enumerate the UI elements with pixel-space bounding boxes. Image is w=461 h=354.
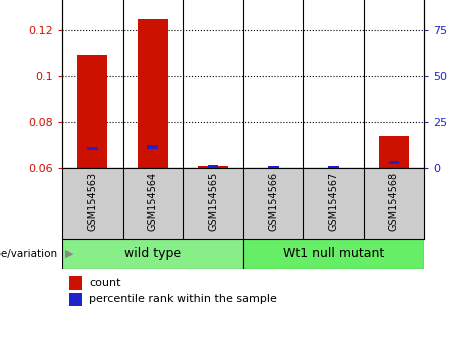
Bar	[87, 147, 98, 150]
Text: genotype/variation: genotype/variation	[0, 249, 58, 259]
Text: ▶: ▶	[65, 249, 73, 259]
Text: GSM154566: GSM154566	[268, 172, 278, 231]
Bar	[379, 136, 409, 168]
Text: GSM154568: GSM154568	[389, 172, 399, 231]
Bar	[243, 239, 424, 269]
Bar	[77, 56, 107, 168]
Text: GSM154565: GSM154565	[208, 172, 218, 231]
Bar	[70, 293, 82, 306]
Bar	[147, 145, 158, 149]
Bar	[70, 276, 82, 290]
Bar	[328, 166, 339, 169]
Bar	[389, 161, 399, 164]
Bar	[138, 19, 168, 168]
Text: GSM154564: GSM154564	[148, 172, 158, 231]
Bar	[62, 239, 243, 269]
Bar	[198, 166, 228, 168]
Text: GSM154563: GSM154563	[88, 172, 97, 231]
Text: Wt1 null mutant: Wt1 null mutant	[283, 247, 384, 261]
Text: GSM154567: GSM154567	[329, 172, 339, 231]
Bar	[268, 166, 279, 169]
Text: percentile rank within the sample: percentile rank within the sample	[89, 295, 277, 304]
Bar	[207, 165, 219, 169]
Text: count: count	[89, 278, 121, 288]
Text: wild type: wild type	[124, 247, 181, 261]
